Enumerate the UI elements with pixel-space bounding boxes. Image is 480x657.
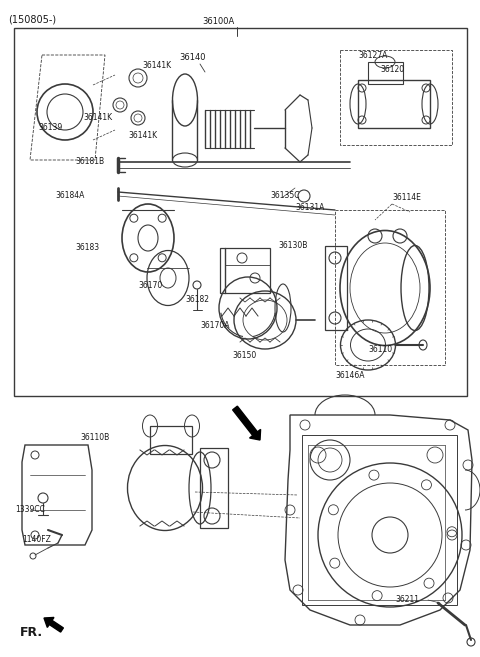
Text: FR.: FR. bbox=[20, 625, 43, 639]
Bar bbox=[220, 248, 270, 293]
Bar bbox=[14, 28, 467, 396]
Text: 36135C: 36135C bbox=[270, 191, 300, 200]
Bar bbox=[325, 246, 347, 330]
FancyArrow shape bbox=[233, 406, 261, 440]
Bar bbox=[150, 426, 192, 454]
Text: 36127A: 36127A bbox=[358, 51, 387, 60]
Text: 36141K: 36141K bbox=[142, 62, 171, 70]
Bar bbox=[302, 435, 457, 605]
Text: 36170: 36170 bbox=[138, 281, 162, 290]
Text: 1140FZ: 1140FZ bbox=[22, 535, 51, 545]
Text: 36170A: 36170A bbox=[200, 321, 229, 330]
Text: 36110B: 36110B bbox=[80, 434, 109, 443]
Bar bbox=[200, 448, 228, 528]
Text: 36131A: 36131A bbox=[295, 202, 324, 212]
Text: (150805-): (150805-) bbox=[8, 14, 56, 24]
Text: 36146A: 36146A bbox=[335, 371, 364, 380]
Bar bbox=[368, 62, 403, 84]
Text: 36181B: 36181B bbox=[75, 158, 104, 166]
Text: 36110: 36110 bbox=[368, 346, 392, 355]
FancyArrow shape bbox=[44, 618, 63, 632]
Text: 36139: 36139 bbox=[38, 124, 62, 133]
Text: 36182: 36182 bbox=[185, 296, 209, 304]
Text: 36114E: 36114E bbox=[392, 194, 421, 202]
Text: 36130B: 36130B bbox=[278, 240, 307, 250]
Text: 36150: 36150 bbox=[232, 350, 256, 359]
Text: 36211: 36211 bbox=[395, 595, 419, 604]
Text: 36120: 36120 bbox=[380, 66, 404, 74]
Text: 1339CC: 1339CC bbox=[15, 505, 45, 514]
Text: 36141K: 36141K bbox=[83, 114, 112, 122]
Text: 36140: 36140 bbox=[180, 53, 206, 62]
Text: 36100A: 36100A bbox=[202, 18, 234, 26]
Text: 36141K: 36141K bbox=[128, 131, 157, 139]
Text: 36184A: 36184A bbox=[55, 191, 84, 200]
Bar bbox=[335, 210, 445, 365]
Text: 36183: 36183 bbox=[75, 244, 99, 252]
Bar bbox=[358, 80, 430, 128]
